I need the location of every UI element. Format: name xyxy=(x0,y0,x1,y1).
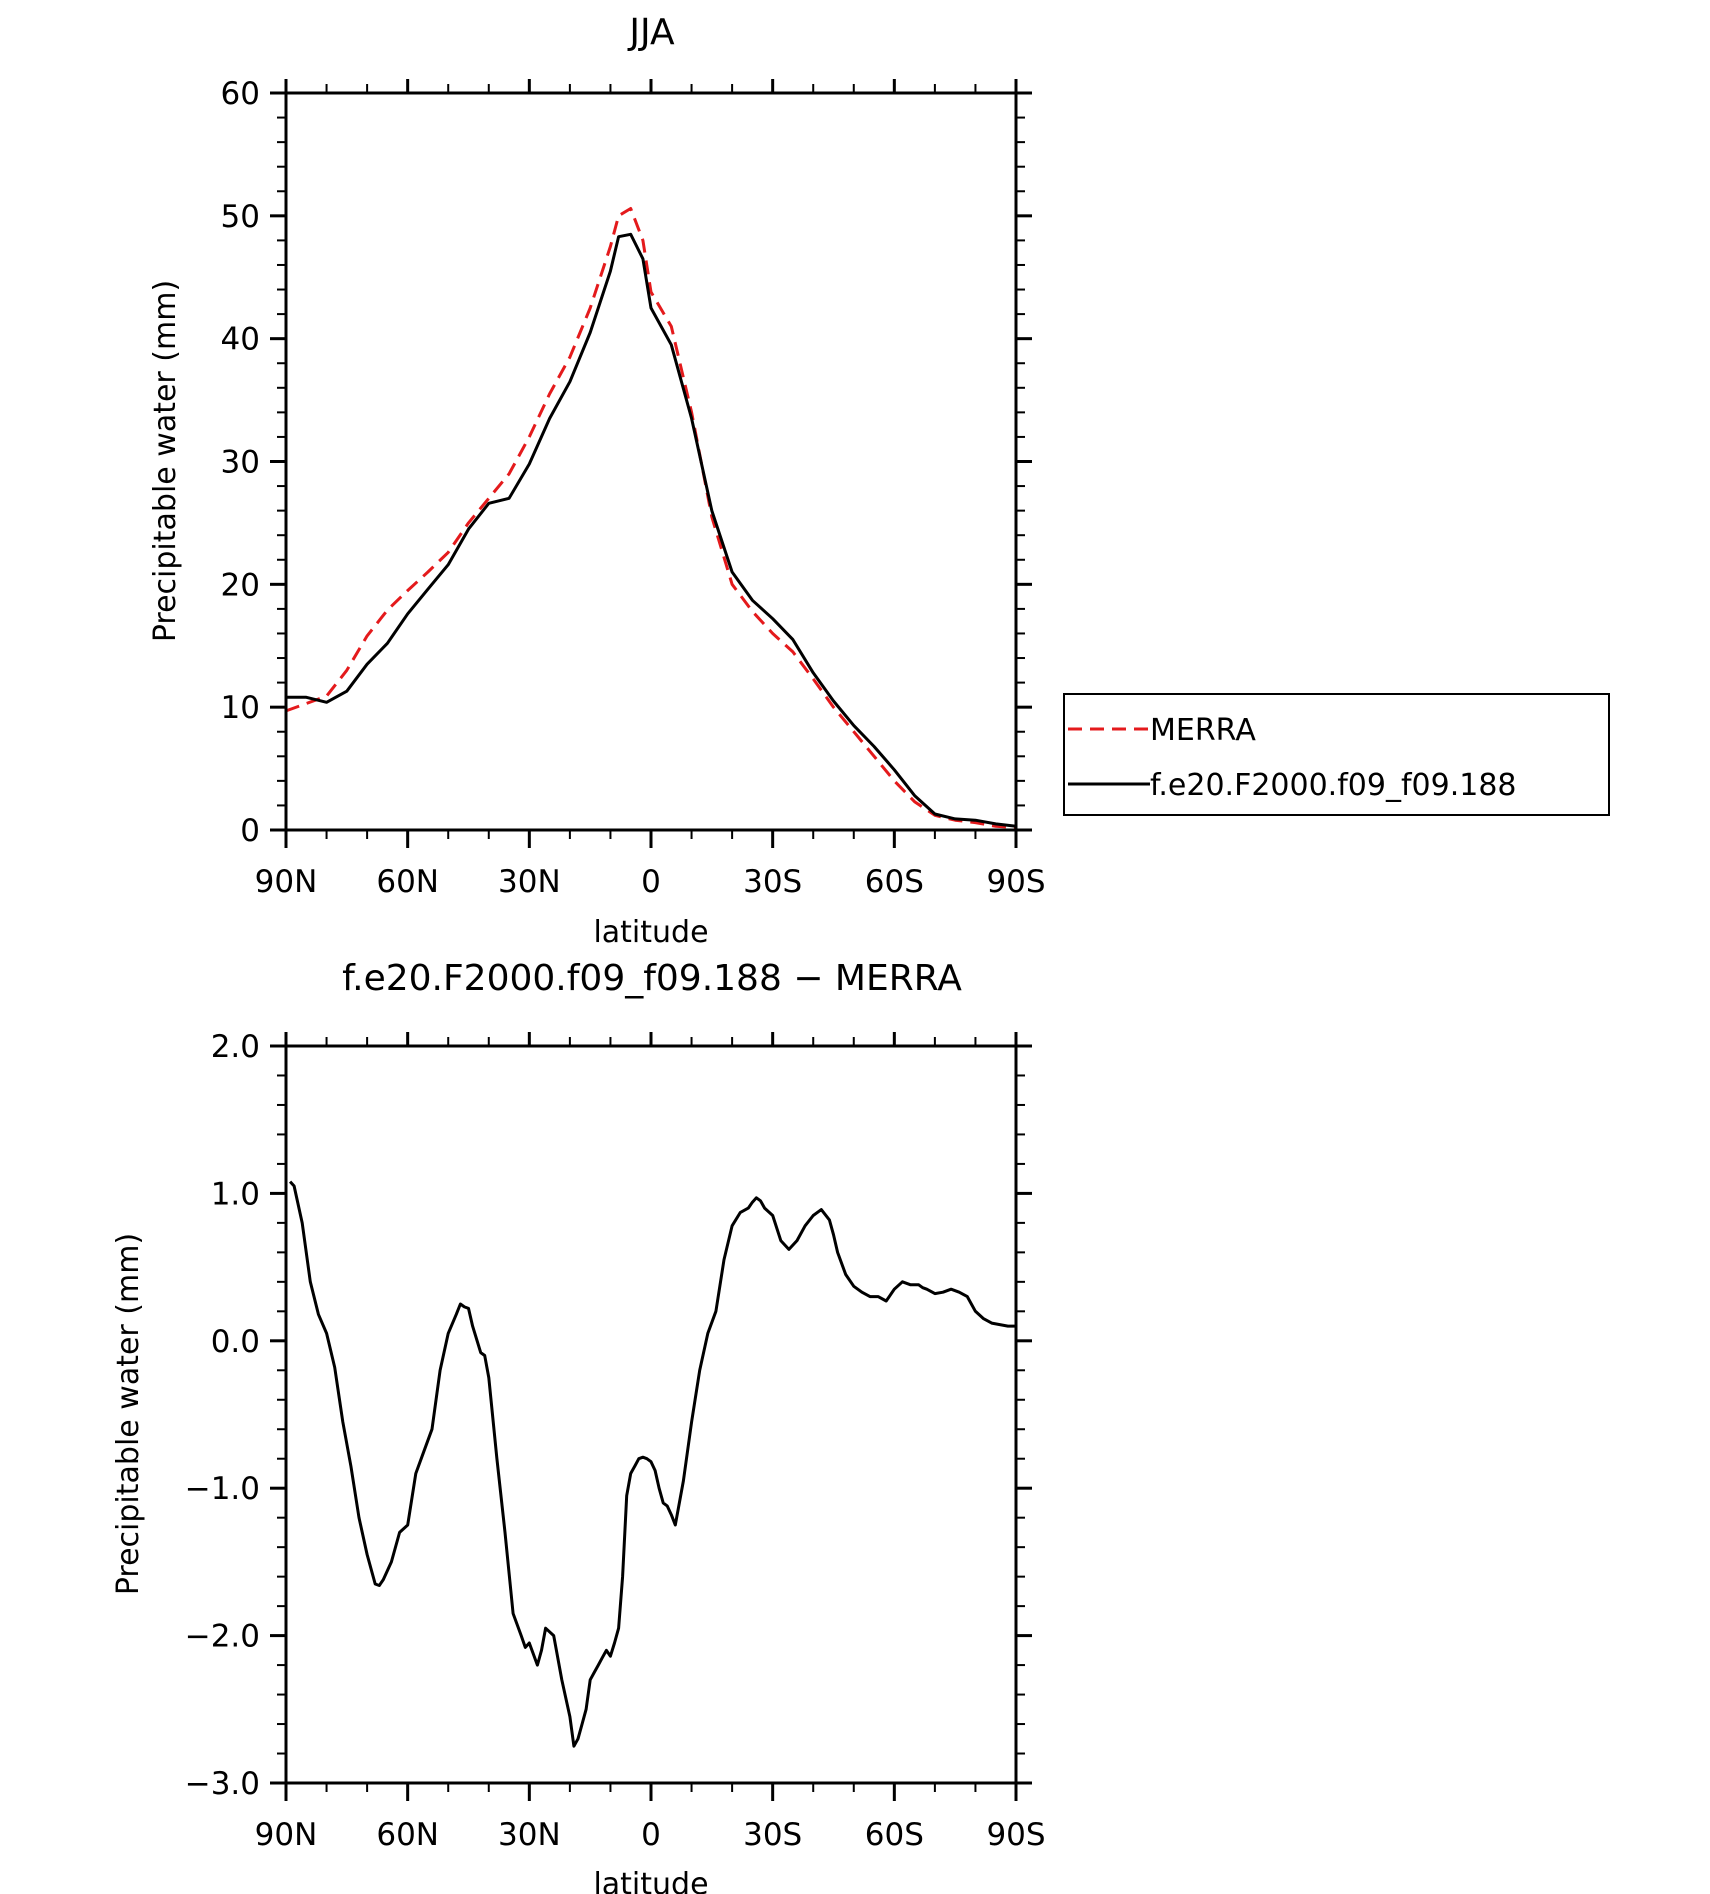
bottom-series-line-0 xyxy=(288,1180,1016,1748)
bottom-x-tick-label: 60S xyxy=(865,1817,924,1853)
bottom-y-axis-label: Precipitable water (mm) xyxy=(111,1233,146,1595)
bottom-x-tick-label: 30S xyxy=(743,1817,802,1853)
top-x-tick-label: 60N xyxy=(376,864,439,900)
bottom-y-tick-labels: −3.0 −2.0 −1.0 0.0 1.0 2.0 xyxy=(185,1029,260,1802)
top-plot-frame xyxy=(284,91,1018,832)
top-y-axis-label: Precipitable water (mm) xyxy=(148,280,183,642)
top-axis-ticks xyxy=(270,79,1032,848)
legend-label-merra: MERRA xyxy=(1150,713,1256,748)
top-chart-panel: JJA 0 10 20 30 40 50 60 90N 60N 30N 0 30S 60S 90S la… xyxy=(148,12,1610,950)
legend-label-model: f.e20.F2000.f09_f09.188 xyxy=(1150,768,1517,803)
top-chart-title: JJA xyxy=(627,12,675,53)
top-x-tick-label: 90S xyxy=(986,864,1045,900)
legend: MERRA f.e20.F2000.f09_f09.188 xyxy=(1063,693,1610,816)
bottom-x-tick-label: 60N xyxy=(376,1817,439,1853)
bottom-plot-frame xyxy=(284,1044,1018,1785)
top-y-tick-label: 30 xyxy=(221,445,260,481)
bottom-y-tick-label: −1.0 xyxy=(185,1471,260,1507)
top-series-lines xyxy=(285,207,1017,829)
top-y-tick-label: 20 xyxy=(221,567,260,603)
top-series-line-1 xyxy=(286,232,1017,828)
top-x-tick-labels: 90N 60N 30N 0 30S 60S 90S xyxy=(255,864,1046,900)
top-x-tick-label: 60S xyxy=(865,864,924,900)
top-y-tick-label: 10 xyxy=(221,690,260,726)
bottom-y-tick-label: 1.0 xyxy=(211,1176,260,1212)
bottom-x-tick-label: 90S xyxy=(986,1817,1045,1853)
bottom-series-lines xyxy=(288,1180,1016,1748)
top-series-line-0 xyxy=(285,207,1017,829)
top-y-tick-labels: 0 10 20 30 40 50 60 xyxy=(221,76,260,849)
bottom-y-tick-label: 2.0 xyxy=(211,1029,260,1065)
top-x-tick-label: 30S xyxy=(743,864,802,900)
top-x-tick-label: 90N xyxy=(255,864,318,900)
top-y-tick-label: 60 xyxy=(221,76,260,112)
bottom-chart-panel: f.e20.F2000.f09_f09.188 − MERRA −3.0 −2.0… xyxy=(111,958,1046,1894)
bottom-x-axis-label: latitude xyxy=(593,1867,708,1894)
bottom-chart-title: f.e20.F2000.f09_f09.188 − MERRA xyxy=(342,958,962,999)
bottom-x-tick-label: 30N xyxy=(498,1817,561,1853)
bottom-y-tick-label: 0.0 xyxy=(211,1324,260,1360)
legend-box xyxy=(1063,693,1610,816)
bottom-y-tick-label: −3.0 xyxy=(185,1766,260,1802)
top-x-axis-label: latitude xyxy=(593,915,708,950)
bottom-x-tick-labels: 90N 60N 30N 0 30S 60S 90S xyxy=(255,1817,1046,1853)
top-x-tick-label: 0 xyxy=(641,864,661,900)
bottom-x-tick-label: 0 xyxy=(641,1817,661,1853)
top-x-tick-label: 30N xyxy=(498,864,561,900)
bottom-x-tick-label: 90N xyxy=(255,1817,318,1853)
top-y-tick-label: 50 xyxy=(221,199,260,235)
bottom-y-tick-label: −2.0 xyxy=(185,1619,260,1655)
bottom-axis-ticks xyxy=(270,1032,1032,1801)
top-y-tick-label: 40 xyxy=(221,322,260,358)
top-y-tick-label: 0 xyxy=(240,813,260,849)
